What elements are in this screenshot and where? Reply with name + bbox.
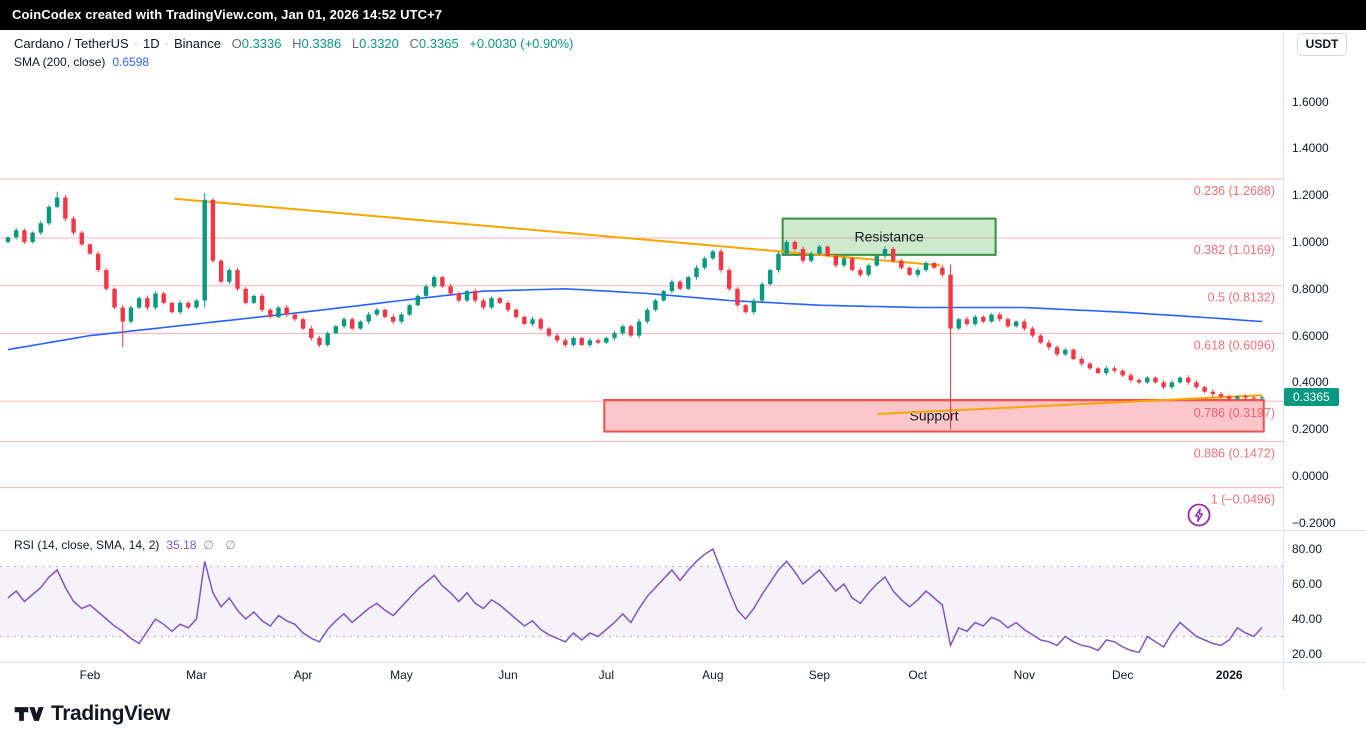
price-tick: 1.0000 xyxy=(1292,235,1329,249)
currency-label: USDT xyxy=(1297,33,1347,56)
fib-label: 0.382 (1.0169) xyxy=(1194,243,1275,257)
time-axis-separator xyxy=(0,662,1366,663)
separator-dot: · xyxy=(133,36,139,51)
price-axis-separator xyxy=(1283,30,1284,690)
exchange-label[interactable]: Binance xyxy=(173,36,221,51)
last-price-badge: 0.3365 xyxy=(1284,388,1339,407)
resistance-zone-label: Resistance xyxy=(854,229,923,245)
fib-label: 0.5 (0.8132) xyxy=(1208,291,1275,305)
candles-series xyxy=(5,191,1265,430)
time-axis-label: Oct xyxy=(908,668,928,682)
close-value: 0.3365 xyxy=(418,36,459,51)
fib-label: 0.886 (0.1472) xyxy=(1194,447,1275,461)
high-value: 0.3386 xyxy=(301,36,342,51)
time-axis-label: Sep xyxy=(808,668,831,682)
price-tick: 1.2000 xyxy=(1292,188,1329,203)
flash-action-icon[interactable] xyxy=(1186,502,1212,528)
price-tick: 0.4000 xyxy=(1292,375,1329,390)
time-axis-label: Mar xyxy=(186,668,207,682)
close-label: C xyxy=(409,36,419,51)
rsi-line xyxy=(7,547,1263,654)
sma-indicator-row[interactable]: SMA (200, close) 0.6598 xyxy=(14,55,149,69)
price-tick: 0.8000 xyxy=(1292,281,1329,296)
price-tick: 0.2000 xyxy=(1292,422,1329,437)
fib-label: 1 (−0.0496) xyxy=(1211,493,1275,507)
separator-dot: · xyxy=(164,36,169,51)
low-value: 0.3320 xyxy=(359,36,399,51)
time-axis-label: May xyxy=(390,668,413,682)
change-value: +0.0030 (+0.90%) xyxy=(469,36,574,51)
fib-label: 0.786 (0.3197) xyxy=(1194,406,1275,420)
price-tick: 1.4000 xyxy=(1292,141,1329,156)
price-tick: 1.6000 xyxy=(1292,94,1329,109)
price-tick: −0.2000 xyxy=(1292,515,1336,530)
sma-indicator-name: SMA (200, close) xyxy=(14,55,106,69)
tradingview-wordmark: TradingView xyxy=(51,702,170,725)
tradingview-logo-link[interactable]: TradingView xyxy=(14,702,170,726)
time-axis-label: Apr xyxy=(293,668,313,682)
high-label: H xyxy=(292,36,302,51)
time-axis-label: Nov xyxy=(1013,668,1035,682)
time-axis-label: Jul xyxy=(598,668,614,682)
rsi-indicator-value: 35.18 xyxy=(166,538,197,552)
rsi-tick: 60.00 xyxy=(1292,577,1323,591)
resistance-zone-box[interactable] xyxy=(781,217,997,256)
fib-retracement: 0.236 (1.2688) 0.382 (1.0169) 0.5 (0.8132)… xyxy=(0,178,1283,507)
rsi-tick: 40.00 xyxy=(1292,612,1323,626)
price-pane[interactable]: 0.236 (1.2688) 0.382 (1.0169) 0.5 (0.8132)… xyxy=(0,30,1283,531)
rsi-tick: 80.00 xyxy=(1292,542,1323,556)
rsi-indicator-extra: ∅ ∅ xyxy=(203,538,240,552)
trendline[interactable] xyxy=(877,394,1263,415)
low-label: L xyxy=(351,36,360,51)
open-label: O xyxy=(231,36,242,51)
time-axis-label: Aug xyxy=(702,668,724,682)
tradingview-logo-icon xyxy=(14,707,44,721)
price-tick: 0.0000 xyxy=(1292,469,1329,483)
topbar-credit: CoinCodex created with TradingView.com, … xyxy=(0,0,1366,30)
time-axis-label: Dec xyxy=(1111,668,1134,682)
rsi-indicator-name: RSI (14, close, SMA, 14, 2) xyxy=(14,538,160,552)
price-tick: 0.6000 xyxy=(1292,328,1329,343)
support-zone-box[interactable] xyxy=(603,398,1265,433)
rsi-tick: 20.00 xyxy=(1292,647,1323,661)
time-axis-label: Jun xyxy=(498,668,518,682)
symbol-title[interactable]: Cardano / TetherUS xyxy=(14,36,129,51)
open-value: 0.3336 xyxy=(241,36,282,51)
time-axis[interactable]: Feb Mar Apr May Jun Jul Aug Sep Oct Nov Dec 2026 xyxy=(0,663,1283,690)
fib-label: 0.618 (0.6096) xyxy=(1194,338,1275,352)
symbol-row: Cardano / TetherUS · 1D · Binance O0.3336 H0… xyxy=(14,36,573,51)
rsi-indicator-row[interactable]: RSI (14, close, SMA, 14, 2) 35.18 ∅ ∅ xyxy=(14,538,240,552)
sma200-line[interactable] xyxy=(7,287,1263,351)
fib-label: 0.236 (1.2688) xyxy=(1194,184,1275,198)
time-axis-label: Feb xyxy=(79,668,101,682)
interval-label[interactable]: 1D xyxy=(143,36,160,51)
rsi-pane[interactable] xyxy=(0,531,1283,662)
time-axis-label: 2026 xyxy=(1215,668,1243,682)
rsi-plot xyxy=(0,547,1283,654)
trendlines xyxy=(174,197,1263,415)
pane-separator[interactable] xyxy=(0,530,1366,531)
sma-indicator-value: 0.6598 xyxy=(112,55,150,69)
